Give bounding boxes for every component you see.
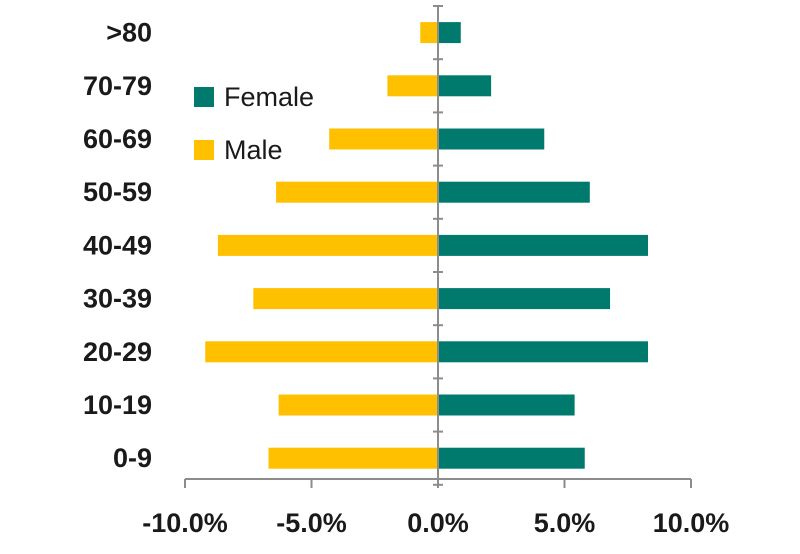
legend-label-male: Male [224, 135, 283, 165]
legend: Female Male [194, 82, 314, 165]
bars-layer [205, 22, 648, 469]
x-tick-label: 0.0% [407, 508, 469, 538]
bar-female-40-49 [438, 234, 648, 256]
category-label: 60-69 [83, 124, 152, 154]
category-label: 30-39 [83, 284, 152, 314]
bar-female-70-79 [438, 75, 492, 97]
bar-male-0-9 [268, 447, 438, 469]
x-tick-label: 10.0% [653, 508, 730, 538]
x-tick-label: -10.0% [142, 508, 228, 538]
bar-female-0-9 [438, 447, 585, 469]
bar-female-30-39 [438, 288, 611, 310]
x-tick-labels: -10.0% -5.0% 0.0% 5.0% 10.0% [142, 508, 729, 538]
bar-male-10-19 [278, 394, 438, 416]
legend-label-female: Female [224, 82, 314, 112]
category-labels: >80 70-79 60-69 50-59 40-49 30-39 20-29 10-19 0-… [83, 18, 152, 474]
legend-swatch-male [194, 140, 214, 160]
x-tick-label: 5.0% [534, 508, 596, 538]
bar-female-10-19 [438, 394, 575, 416]
bar-male->80 [420, 22, 438, 44]
axes-layer [184, 5, 692, 488]
category-label: 50-59 [83, 177, 152, 207]
bar-male-20-29 [205, 341, 438, 363]
bar-female-50-59 [438, 181, 590, 203]
x-tick-label: -5.0% [276, 508, 347, 538]
category-label: >80 [106, 18, 152, 48]
bar-female-20-29 [438, 341, 648, 363]
bar-male-50-59 [276, 181, 438, 203]
bar-male-60-69 [329, 128, 438, 150]
category-label: 20-29 [83, 337, 152, 367]
legend-swatch-female [194, 87, 214, 107]
category-label: 40-49 [83, 230, 152, 260]
category-label: 0-9 [113, 443, 152, 473]
bar-female->80 [438, 22, 461, 44]
category-label: 70-79 [83, 71, 152, 101]
category-label: 10-19 [83, 390, 152, 420]
bar-male-70-79 [387, 75, 438, 97]
bar-male-40-49 [217, 234, 438, 256]
bar-female-60-69 [438, 128, 545, 150]
bar-male-30-39 [253, 288, 438, 310]
